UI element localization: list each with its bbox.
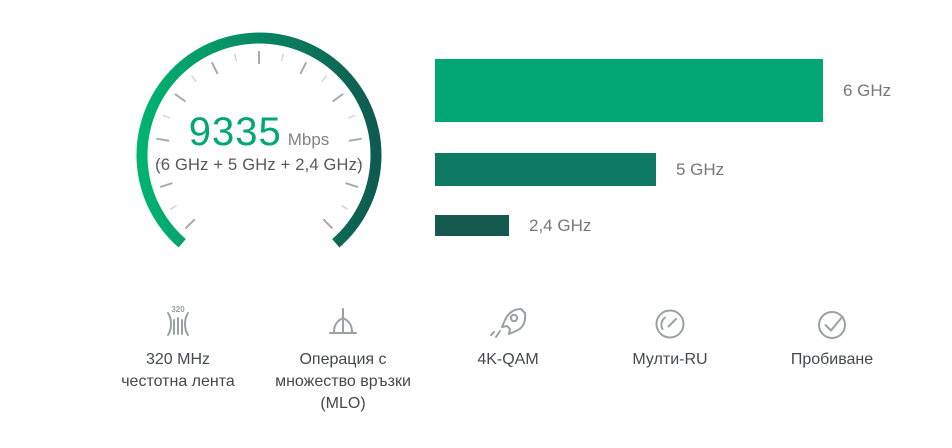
- feature-item: Пробиване: [742, 303, 922, 371]
- gauge-arc: [136, 32, 382, 248]
- feature-item: Операция с множество връзки (MLO): [253, 303, 433, 415]
- bar: [435, 153, 656, 186]
- feature-item: Мулти-RU: [580, 303, 760, 371]
- bar: [435, 215, 509, 236]
- svg-text:320: 320: [171, 305, 185, 314]
- gauge-unit: Mbps: [287, 130, 330, 149]
- speed-gauge: 9335 Mbps (6 GHz + 5 GHz + 2,4 GHz): [133, 28, 385, 256]
- bar-label: 5 GHz: [676, 159, 725, 179]
- bar-row: 6 GHz: [435, 59, 891, 122]
- feature-label: Операция с множество връзки (MLO): [275, 351, 411, 412]
- multi-ru-gauge-icon: [580, 303, 760, 343]
- feature-label: Пробиване: [790, 351, 874, 368]
- bar: [435, 59, 823, 122]
- puncturing-check-icon: [742, 303, 922, 343]
- rocket-icon: [418, 303, 598, 343]
- band-speed-bar-chart: 6 GHz 5 GHz 2,4 GHz: [435, 0, 935, 260]
- feature-label: 320 MHz честотна лента: [121, 351, 235, 390]
- gauge-readout: 9335 Mbps (6 GHz + 5 GHz + 2,4 GHz): [139, 112, 379, 175]
- feature-label: Мулти-RU: [632, 351, 708, 368]
- feature-item: 4K-QAM: [418, 303, 598, 371]
- bar-label: 2,4 GHz: [529, 215, 592, 235]
- gauge-tick-marks: [155, 51, 363, 230]
- bar-row: 5 GHz: [435, 153, 724, 186]
- bar-row: 2,4 GHz: [435, 215, 591, 236]
- mlo-icon: [253, 303, 433, 343]
- bar-label: 6 GHz: [843, 80, 892, 100]
- bandwidth-320-icon: 320: [88, 303, 268, 343]
- gauge-value: 9335: [188, 110, 282, 154]
- feature-label: 4K-QAM: [477, 351, 539, 368]
- feature-item: 320 320 MHz честотна лента: [88, 303, 268, 393]
- gauge-subtitle: (6 GHz + 5 GHz + 2,4 GHz): [155, 156, 363, 174]
